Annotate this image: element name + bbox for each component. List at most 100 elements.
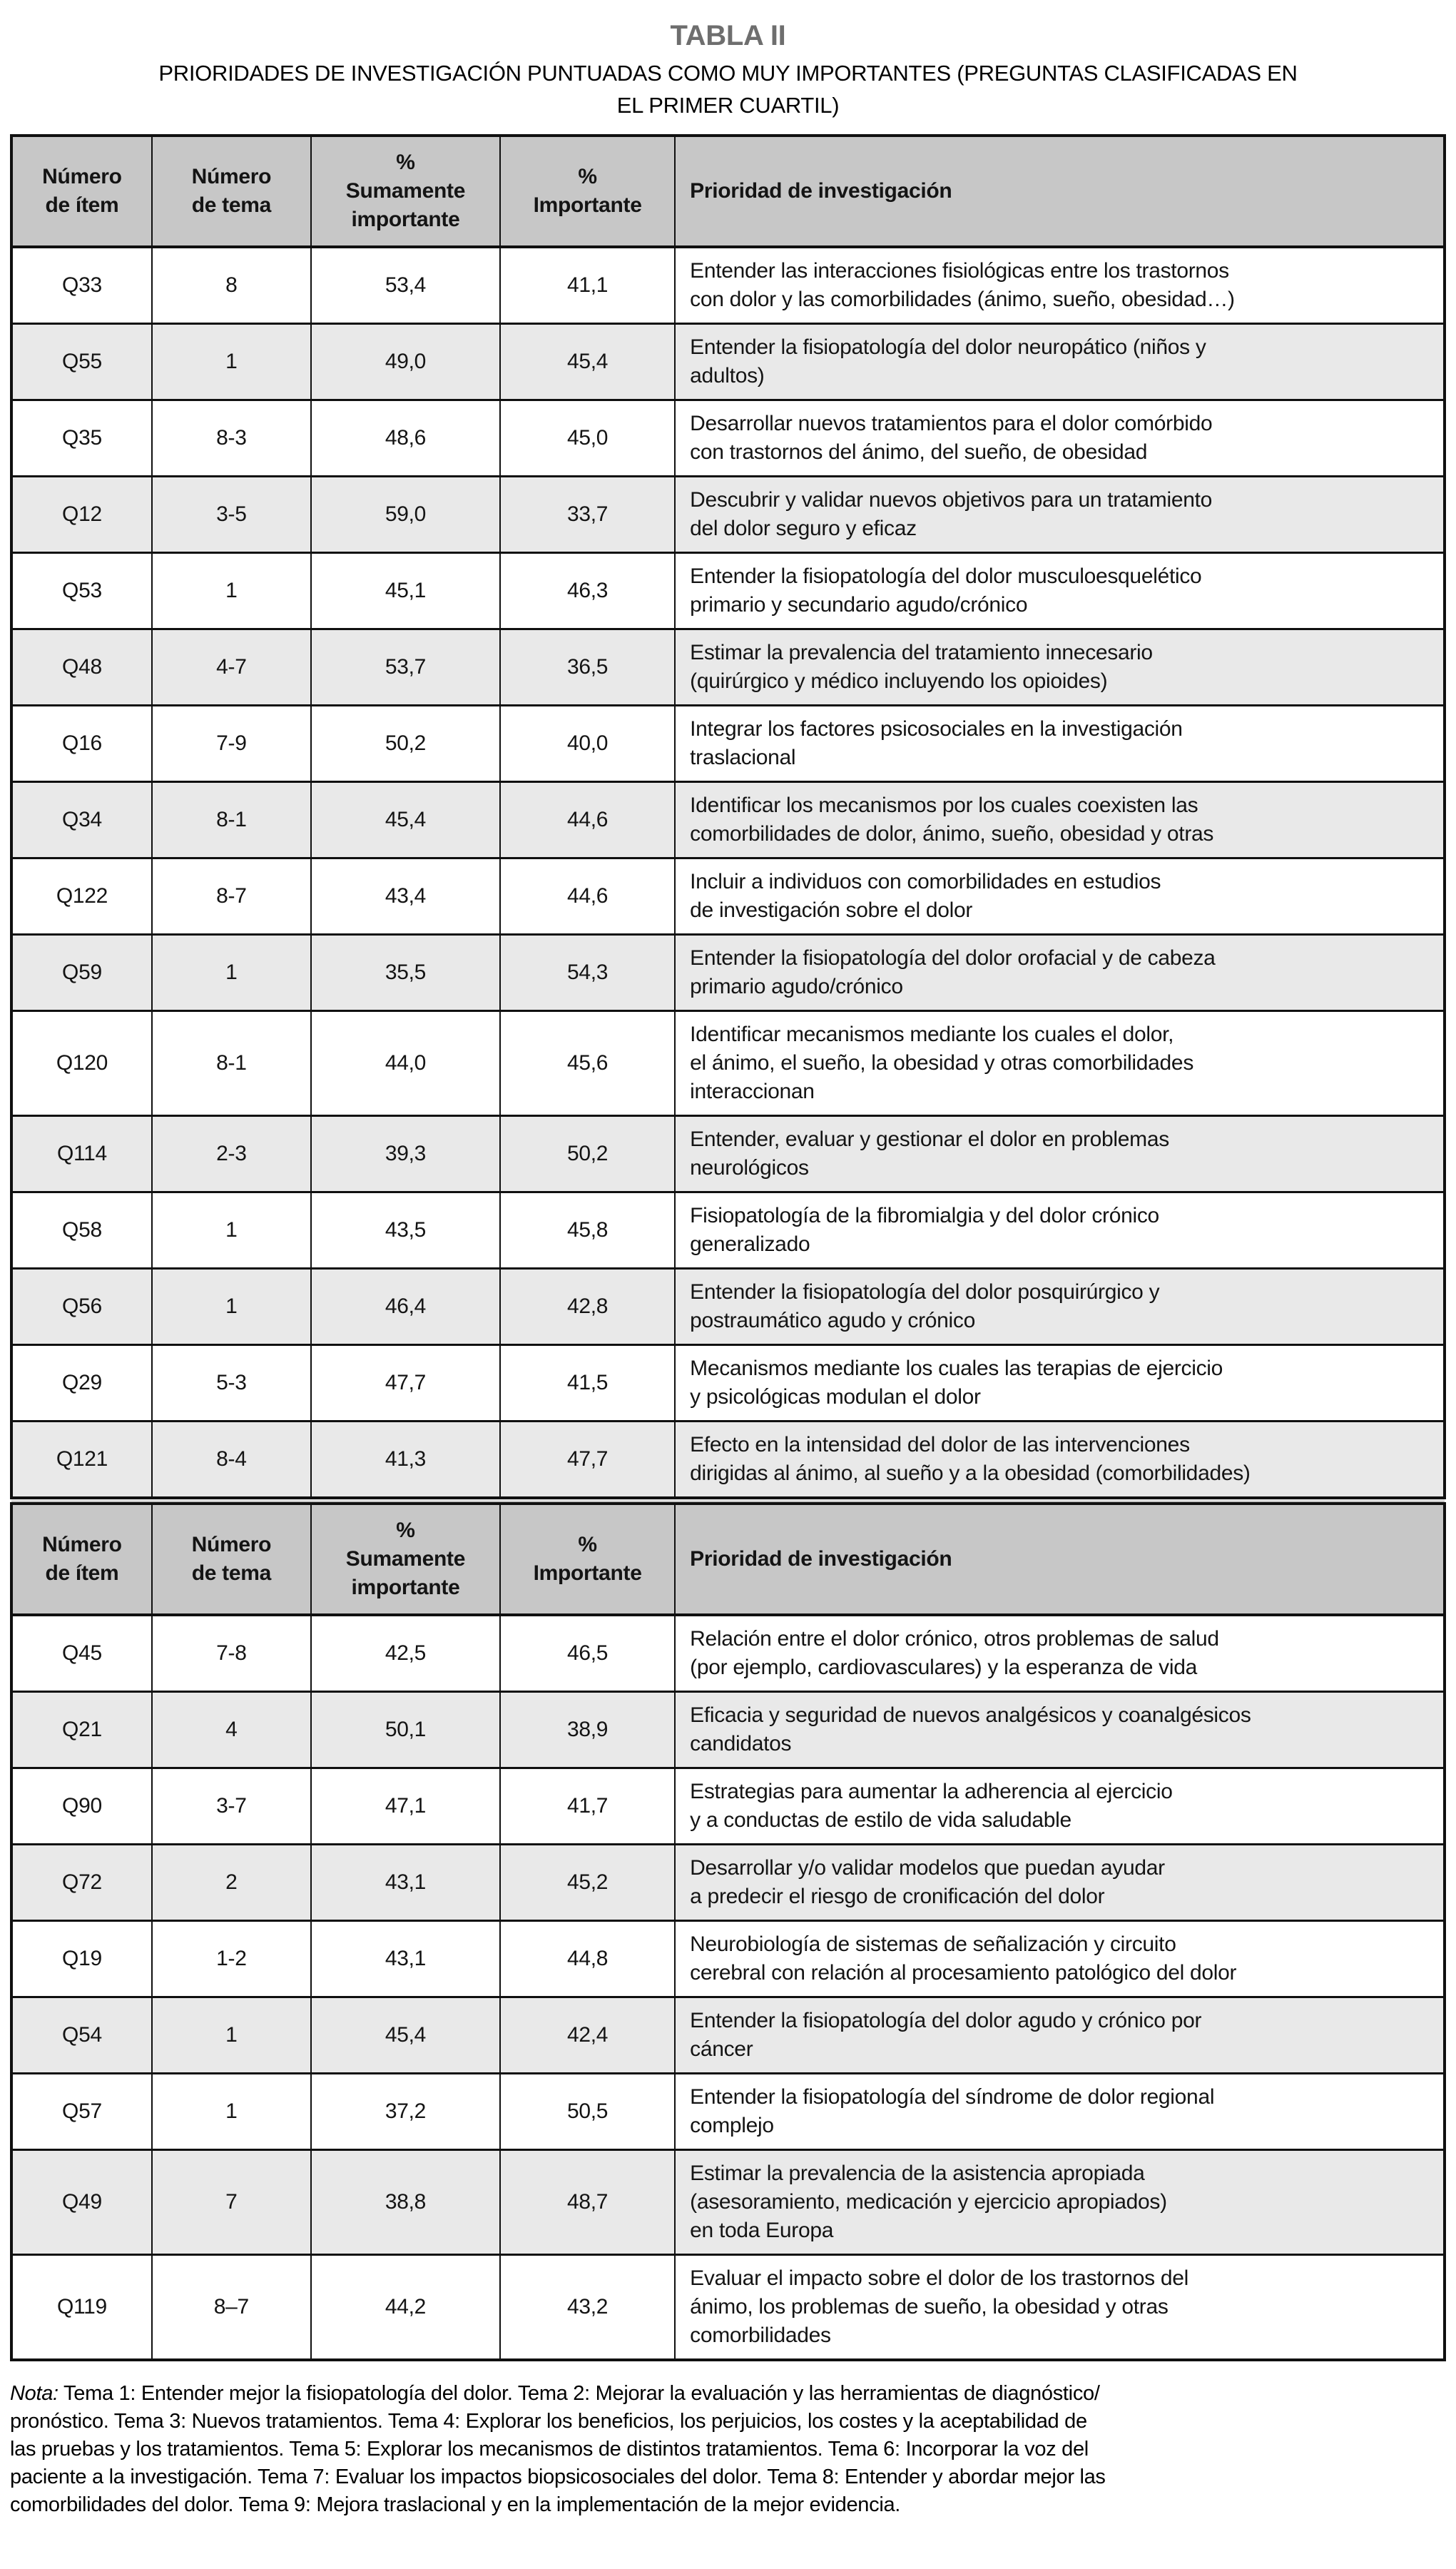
theme-number-cell: 7-8 [151, 1613, 312, 1693]
theme-number-cell: 1 [151, 1267, 312, 1346]
very-important-pct-cell: 43,5 [310, 1191, 502, 1270]
header-cell-theme-number: Número de tema [151, 1496, 312, 1616]
very-important-pct-cell: 44,2 [310, 2254, 502, 2361]
table-row: Q58 1 43,5 45,8 Fisiopatología de la fib… [11, 1191, 1445, 1270]
item-number-cell: Q122 [11, 857, 153, 936]
theme-number-cell: 2 [151, 1843, 312, 1922]
priority-text-cell: Identificar mecanismos mediante los cual… [674, 1010, 1445, 1117]
header-cell-important-pct: % Importante [499, 1496, 676, 1616]
table-row: Q56 1 46,4 42,8 Entender la fisiopatolog… [11, 1267, 1445, 1346]
table-row: Q45 7-8 42,5 46,5 Relación entre el dolo… [11, 1613, 1445, 1693]
footnote-text: Tema 1: Entender mejor la fisiopatología… [10, 2382, 1106, 2516]
important-pct-cell: 42,8 [499, 1267, 676, 1346]
item-number-cell: Q114 [11, 1115, 153, 1193]
important-pct-cell: 47,7 [499, 1420, 676, 1502]
table-row: Q16 7-9 50,2 40,0 Integrar los factores … [11, 704, 1445, 783]
table-row: Q57 1 37,2 50,5 Entender la fisiopatolog… [11, 2072, 1445, 2151]
theme-number-cell: 7-9 [151, 704, 312, 783]
important-pct-cell: 54,3 [499, 933, 676, 1012]
item-number-cell: Q120 [11, 1010, 153, 1117]
priority-text-cell: Entender las interacciones fisiológicas … [674, 245, 1445, 325]
important-pct-cell: 44,8 [499, 1920, 676, 1998]
priority-text-cell: Evaluar el impacto sobre el dolor de los… [674, 2254, 1445, 2361]
table-row: Q114 2-3 39,3 50,2 Entender, evaluar y g… [11, 1115, 1445, 1193]
important-pct-cell: 40,0 [499, 704, 676, 783]
header-cell-theme-number: Número de tema [151, 134, 312, 248]
table-footnote: Nota: Tema 1: Entender mejor la fisiopat… [10, 2380, 1446, 2519]
priority-text-cell: Eficacia y seguridad de nuevos analgésic… [674, 1691, 1445, 1769]
theme-number-cell: 3-7 [151, 1767, 312, 1845]
very-important-pct-cell: 45,1 [310, 552, 502, 630]
footnote-label: Nota: [10, 2382, 58, 2405]
item-number-cell: Q29 [11, 1344, 153, 1422]
header-cell-priority: Prioridad de investigación [674, 1496, 1445, 1616]
theme-number-cell: 1 [151, 933, 312, 1012]
table-row: Q54 1 45,4 42,4 Entender la fisiopatolog… [11, 1996, 1445, 2074]
item-number-cell: Q56 [11, 1267, 153, 1346]
priority-text-cell: Entender la fisiopatología del dolor agu… [674, 1996, 1445, 2074]
table-row: Q29 5-3 47,7 41,5 Mecanismos mediante lo… [11, 1344, 1445, 1422]
priority-text-cell: Incluir a individuos con comorbilidades … [674, 857, 1445, 936]
important-pct-cell: 45,6 [499, 1010, 676, 1117]
priority-text-cell: Estimar la prevalencia del tratamiento i… [674, 628, 1445, 706]
theme-number-cell: 7 [151, 2149, 312, 2256]
table-section-1: Q33 8 53,4 41,1 Entender las interaccion… [11, 245, 1445, 1502]
table-row: Q48 4-7 53,7 36,5 Estimar la prevalencia… [11, 628, 1445, 706]
theme-number-cell: 8-1 [151, 1010, 312, 1117]
important-pct-cell: 41,7 [499, 1767, 676, 1845]
very-important-pct-cell: 48,6 [310, 399, 502, 477]
important-pct-cell: 41,5 [499, 1344, 676, 1422]
header-cell-very-important-pct: % Sumamente importante [310, 134, 502, 248]
table-row: Q49 7 38,8 48,7 Estimar la prevalencia d… [11, 2149, 1445, 2256]
important-pct-cell: 44,6 [499, 857, 676, 936]
priority-text-cell: Entender, evaluar y gestionar el dolor e… [674, 1115, 1445, 1193]
very-important-pct-cell: 42,5 [310, 1613, 502, 1693]
header-row: Número de ítem Número de tema % Sumament… [11, 1496, 1445, 1616]
priority-text-cell: Entender la fisiopatología del síndrome … [674, 2072, 1445, 2151]
important-pct-cell: 44,6 [499, 781, 676, 859]
very-important-pct-cell: 45,4 [310, 1996, 502, 2074]
very-important-pct-cell: 43,1 [310, 1843, 502, 1922]
very-important-pct-cell: 44,0 [310, 1010, 502, 1117]
item-number-cell: Q58 [11, 1191, 153, 1270]
header-cell-priority: Prioridad de investigación [674, 134, 1445, 248]
theme-number-cell: 8–7 [151, 2254, 312, 2361]
priority-text-cell: Relación entre el dolor crónico, otros p… [674, 1613, 1445, 1693]
table-row: Q19 1-2 43,1 44,8 Neurobiología de siste… [11, 1920, 1445, 1998]
item-number-cell: Q19 [11, 1920, 153, 1998]
very-important-pct-cell: 49,0 [310, 323, 502, 401]
very-important-pct-cell: 45,4 [310, 781, 502, 859]
item-number-cell: Q12 [11, 475, 153, 554]
important-pct-cell: 33,7 [499, 475, 676, 554]
theme-number-cell: 8-3 [151, 399, 312, 477]
table-row: Q12 3-5 59,0 33,7 Descubrir y validar nu… [11, 475, 1445, 554]
priority-text-cell: Estrategias para aumentar la adherencia … [674, 1767, 1445, 1845]
table-row: Q34 8-1 45,4 44,6 Identificar los mecani… [11, 781, 1445, 859]
item-number-cell: Q55 [11, 323, 153, 401]
item-number-cell: Q121 [11, 1420, 153, 1502]
item-number-cell: Q35 [11, 399, 153, 477]
item-number-cell: Q49 [11, 2149, 153, 2256]
important-pct-cell: 38,9 [499, 1691, 676, 1769]
important-pct-cell: 45,8 [499, 1191, 676, 1270]
table-row: Q35 8-3 48,6 45,0 Desarrollar nuevos tra… [11, 399, 1445, 477]
very-important-pct-cell: 47,1 [310, 1767, 502, 1845]
table-row: Q21 4 50,1 38,9 Eficacia y seguridad de … [11, 1691, 1445, 1769]
very-important-pct-cell: 53,4 [310, 245, 502, 325]
very-important-pct-cell: 43,1 [310, 1920, 502, 1998]
table-row: Q90 3-7 47,1 41,7 Estrategias para aumen… [11, 1767, 1445, 1845]
header-row: Número de ítem Número de tema % Sumament… [11, 134, 1445, 248]
theme-number-cell: 4 [151, 1691, 312, 1769]
theme-number-cell: 5-3 [151, 1344, 312, 1422]
header-cell-very-important-pct: % Sumamente importante [310, 1496, 502, 1616]
important-pct-cell: 50,2 [499, 1115, 676, 1193]
item-number-cell: Q33 [11, 245, 153, 325]
important-pct-cell: 50,5 [499, 2072, 676, 2151]
item-number-cell: Q72 [11, 1843, 153, 1922]
very-important-pct-cell: 43,4 [310, 857, 502, 936]
table-header-row-1: Número de ítem Número de tema % Sumament… [11, 134, 1445, 248]
priority-text-cell: Entender la fisiopatología del dolor oro… [674, 933, 1445, 1012]
important-pct-cell: 36,5 [499, 628, 676, 706]
table-caption: PRIORIDADES DE INVESTIGACIÓN PUNTUADAS C… [158, 61, 1298, 118]
item-number-cell: Q48 [11, 628, 153, 706]
